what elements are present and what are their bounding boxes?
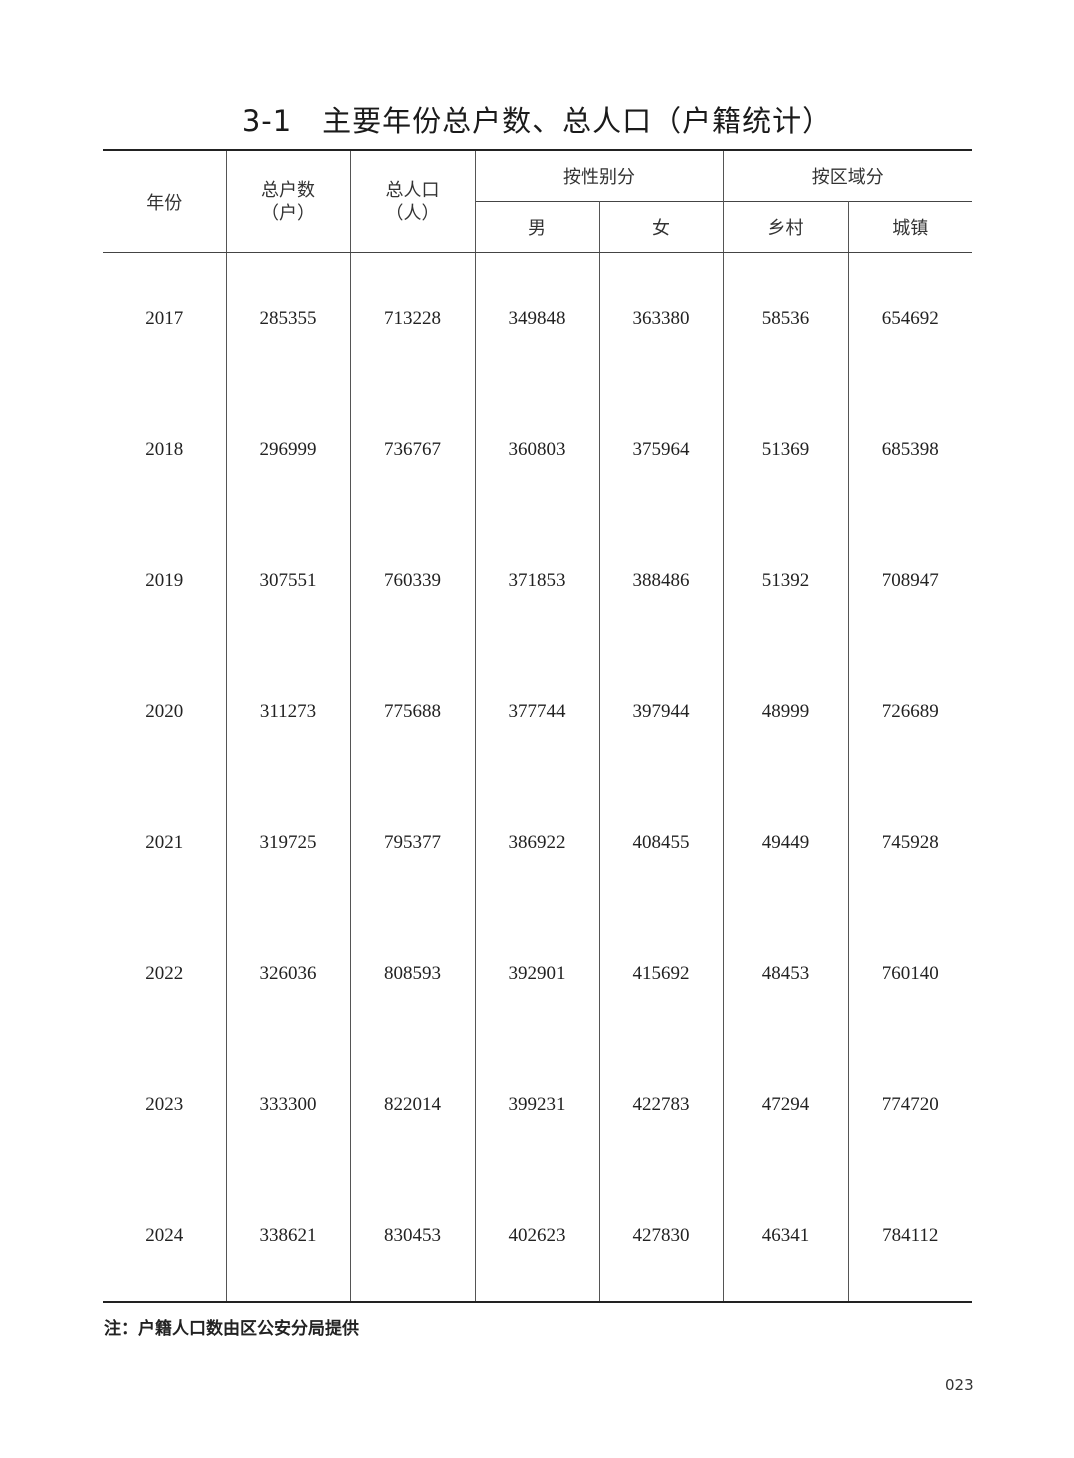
cell-urban: 784112 (847, 1170, 972, 1303)
cell-population: 713228 (349, 252, 476, 384)
table-row: 2018 296999 736767 360803 375964 51369 685398 (103, 384, 972, 515)
table-row: 2019 307551 760339 371853 388486 51392 708947 (103, 515, 972, 646)
cell-year: 2022 (103, 908, 227, 1039)
cell-population: 736767 (349, 384, 476, 515)
cell-male: 399231 (474, 1039, 600, 1170)
cell-urban: 745928 (847, 777, 972, 908)
cell-female: 427830 (598, 1170, 724, 1303)
cell-urban: 708947 (847, 515, 972, 646)
cell-households: 307551 (225, 515, 351, 646)
table-row: 2022 326036 808593 392901 415692 48453 760140 (103, 908, 972, 1039)
cell-male: 386922 (474, 777, 600, 908)
footnote: 注：户籍人口数由区公安分局提供 (104, 1319, 359, 1339)
cell-year: 2018 (103, 384, 227, 515)
cell-female: 415692 (598, 908, 724, 1039)
cell-population: 822014 (349, 1039, 476, 1170)
cell-urban: 726689 (847, 646, 972, 777)
cell-female: 363380 (598, 252, 724, 384)
cell-population: 775688 (349, 646, 476, 777)
table-row: 2023 333300 822014 399231 422783 47294 774720 (103, 1039, 972, 1170)
header-households-label: 总户数 (261, 179, 315, 201)
cell-female: 408455 (598, 777, 724, 908)
header-year: 年份 (103, 149, 227, 253)
population-table: 年份 总户数 （户） 总人口 （人） 按性别分 按区域分 男 女 乡村 城镇 201… (103, 149, 972, 1303)
cell-population: 795377 (349, 777, 476, 908)
header-by-sex: 按性别分 (474, 149, 724, 202)
cell-population: 830453 (349, 1170, 476, 1303)
cell-year: 2021 (103, 777, 227, 908)
cell-urban: 774720 (847, 1039, 972, 1170)
cell-population: 808593 (349, 908, 476, 1039)
cell-female: 375964 (598, 384, 724, 515)
page-number: 023 (945, 1376, 974, 1394)
table-row: 2020 311273 775688 377744 397944 48999 726689 (103, 646, 972, 777)
cell-male: 402623 (474, 1170, 600, 1303)
cell-households: 319725 (225, 777, 351, 908)
cell-households: 326036 (225, 908, 351, 1039)
table-row: 2021 319725 795377 386922 408455 49449 745928 (103, 777, 972, 908)
header-urban: 城镇 (847, 201, 972, 253)
cell-male: 349848 (474, 252, 600, 384)
cell-year: 2023 (103, 1039, 227, 1170)
header-population-label: 总人口 (385, 179, 440, 201)
header-population-unit: （人） (385, 202, 440, 224)
cell-year: 2024 (103, 1170, 227, 1303)
cell-households: 333300 (225, 1039, 351, 1170)
cell-male: 392901 (474, 908, 600, 1039)
header-male: 男 (474, 201, 600, 253)
cell-rural: 51392 (722, 515, 849, 646)
cell-female: 388486 (598, 515, 724, 646)
header-households: 总户数 （户） (225, 149, 351, 253)
cell-female: 397944 (598, 646, 724, 777)
cell-households: 338621 (225, 1170, 351, 1303)
cell-female: 422783 (598, 1039, 724, 1170)
cell-rural: 49449 (722, 777, 849, 908)
cell-male: 377744 (474, 646, 600, 777)
cell-rural: 58536 (722, 252, 849, 384)
cell-year: 2019 (103, 515, 227, 646)
cell-rural: 47294 (722, 1039, 849, 1170)
cell-male: 360803 (474, 384, 600, 515)
header-population: 总人口 （人） (349, 149, 476, 253)
cell-households: 311273 (225, 646, 351, 777)
cell-year: 2017 (103, 252, 227, 384)
header-households-unit: （户） (261, 202, 315, 224)
header-by-area: 按区域分 (722, 149, 972, 202)
table-row: 2017 285355 713228 349848 363380 58536 654692 (103, 252, 972, 384)
cell-urban: 685398 (847, 384, 972, 515)
cell-rural: 48999 (722, 646, 849, 777)
cell-rural: 51369 (722, 384, 849, 515)
cell-year: 2020 (103, 646, 227, 777)
cell-urban: 654692 (847, 252, 972, 384)
cell-urban: 760140 (847, 908, 972, 1039)
page-title: 3-1 主要年份总户数、总人口（户籍统计） (241, 104, 833, 138)
header-female: 女 (598, 201, 724, 253)
cell-households: 296999 (225, 384, 351, 515)
header-rural: 乡村 (722, 201, 849, 253)
cell-rural: 46341 (722, 1170, 849, 1303)
table-row: 2024 338621 830453 402623 427830 46341 784112 (103, 1170, 972, 1303)
cell-male: 371853 (474, 515, 600, 646)
cell-rural: 48453 (722, 908, 849, 1039)
cell-households: 285355 (225, 252, 351, 384)
cell-population: 760339 (349, 515, 476, 646)
